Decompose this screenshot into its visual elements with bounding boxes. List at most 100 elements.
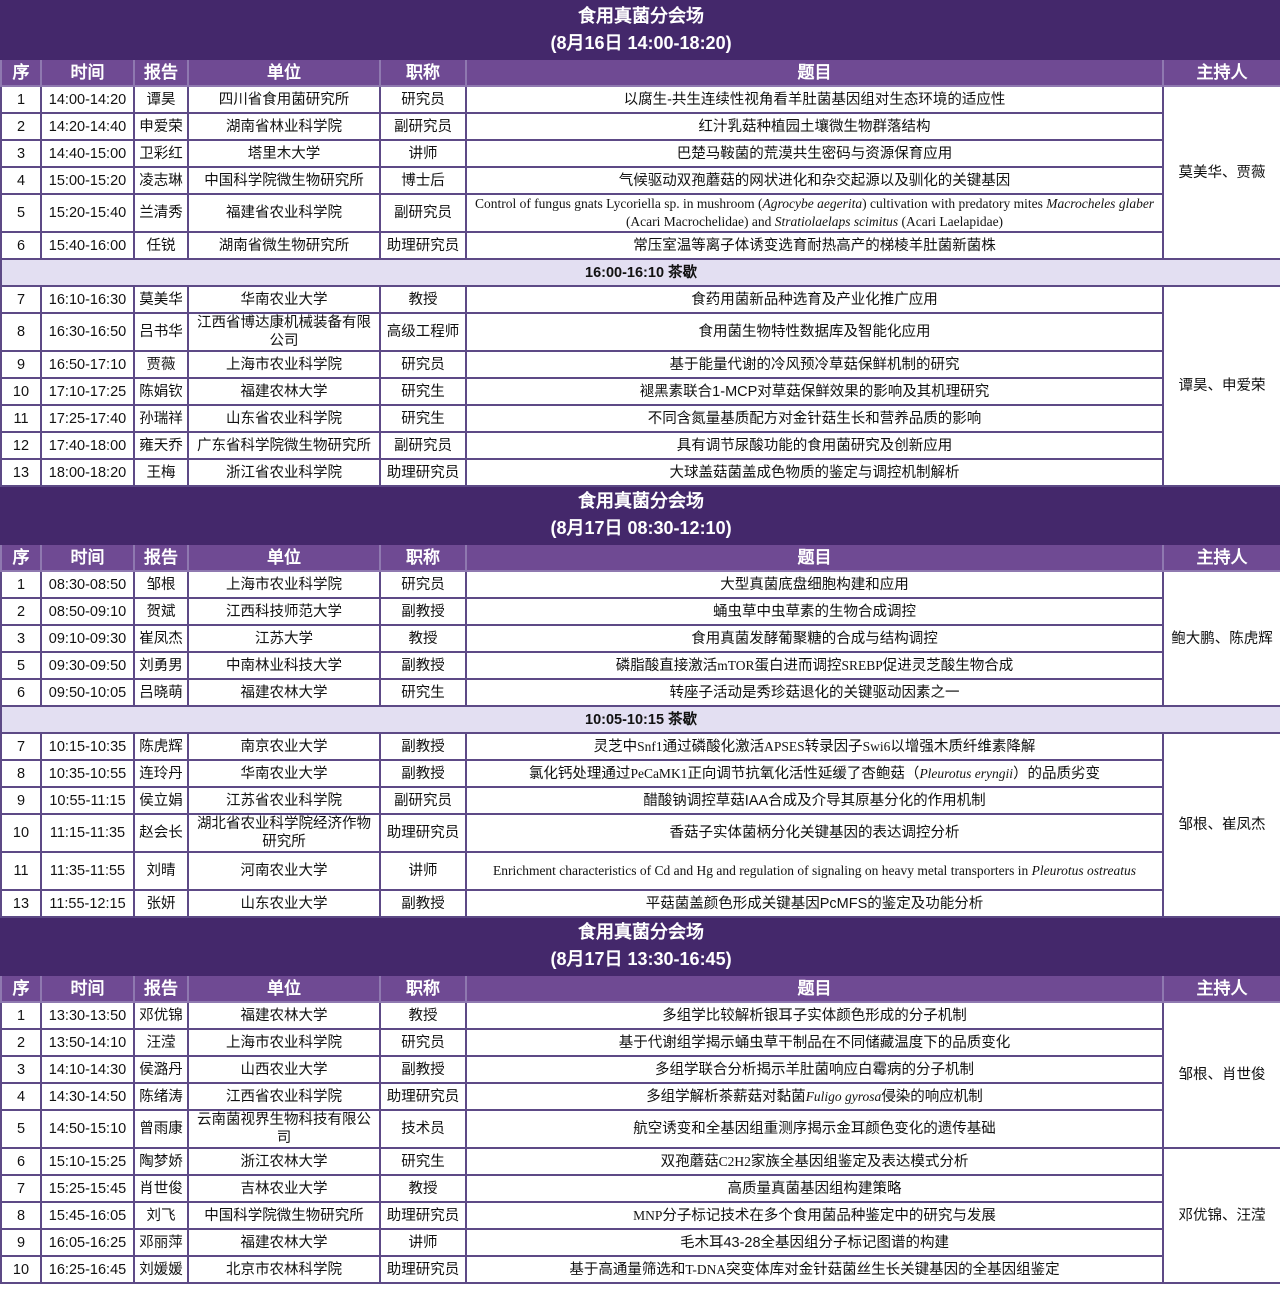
- topic-segment: 基于高通量筛选和: [569, 1261, 686, 1278]
- cell-rank: 助理研究员: [379, 813, 467, 853]
- topic-segment: 食用菌生物特性数据库及智能化应用: [698, 324, 931, 340]
- table-row: 11 11:35-11:55 刘晴 河南农业大学 讲师 Enrichment charac…: [0, 851, 1280, 891]
- topic-segment: 多组学比较解析银耳子实体颜色形成的分子机制: [662, 1007, 967, 1024]
- cell-unit: 南京农业大学: [187, 732, 381, 761]
- cell-topic: 巴楚马鞍菌的荒漠共生密码与资源保育应用: [465, 139, 1164, 168]
- cell-rank: 助理研究员: [379, 458, 467, 487]
- cell-time: 14:30-14:50: [40, 1082, 135, 1111]
- topic-segment: SREBP: [841, 657, 883, 673]
- cell-speaker: 刘晴: [133, 851, 189, 891]
- cell-unit: 上海市农业科学院: [187, 570, 381, 599]
- cell-topic: 平菇菌盖颜色形成关键基因PcMFS的鉴定及功能分析: [465, 889, 1164, 918]
- topic-segment: 蛋白进而调控: [754, 657, 842, 674]
- cell-no: 2: [0, 597, 42, 626]
- cell-topic: 基于高通量筛选和T-DNA突变体库对金针菇菌丝生长关键基因的全基因组鉴定: [465, 1255, 1164, 1284]
- cell-rank: 讲师: [379, 851, 467, 891]
- cell-speaker: 任锐: [133, 231, 189, 260]
- cell-no: 13: [0, 458, 42, 487]
- cell-time: 11:55-12:15: [40, 889, 135, 918]
- cell-no: 10: [0, 1255, 42, 1284]
- table-row: 2 14:20-14:40 申爱荣 湖南省林业科学院 副研究员 红汁乳菇种植园土壤微生物群…: [0, 112, 1280, 141]
- cell-unit: 上海市农业科学院: [187, 350, 381, 379]
- cell-speaker: 兰清秀: [133, 193, 189, 233]
- table-row: 6 15:40-16:00 任锐 湖南省微生物研究所 助理研究员 常压室温等离子体诱变选育…: [0, 231, 1280, 260]
- table-row: 5 14:50-15:10 曾雨康 云南菌视界生物科技有限公司 技术员 航空诱变和全基因组…: [0, 1109, 1280, 1149]
- cell-topic: 食用真菌发酵葡聚糖的合成与结构调控: [465, 624, 1164, 653]
- session-title-row: 食用真菌分会场 (8月17日 08:30-12:10): [0, 485, 1280, 545]
- cell-unit: 广东省科学院微生物研究所: [187, 431, 381, 460]
- topic-segment: 以增强木质纤维素降解: [890, 738, 1036, 755]
- cell-time: 13:50-14:10: [40, 1028, 135, 1057]
- cell-time: 15:20-15:40: [40, 193, 135, 233]
- topic-segment: 多组学解析茶薪菇对黏菌: [646, 1088, 806, 1105]
- session-time: (8月17日 13:30-16:45): [550, 949, 732, 969]
- topic-segment: Stratiolaelaps scimitus: [774, 214, 899, 229]
- topic-segment: (Acari Laelapidae): [898, 214, 1004, 229]
- cell-topic: 双孢蘑菇C2H2家族全基因组鉴定及表达模式分析: [465, 1147, 1164, 1176]
- cell-time: 16:30-16:50: [40, 312, 135, 352]
- cell-topic: Enrichment characteristics of Cd and Hg …: [465, 851, 1164, 891]
- cell-time: 14:10-14:30: [40, 1055, 135, 1084]
- cell-speaker: 邓优锦: [133, 1001, 189, 1030]
- cell-topic: 高质量真菌基因组构建策略: [465, 1174, 1164, 1203]
- table-row: 9 10:55-11:15 侯立娟 江苏省农业科学院 副研究员 醋酸钠调控草菇IAA合成及…: [0, 786, 1280, 815]
- table-row: 5 15:20-15:40 兰清秀 福建省农业科学院 副研究员 Control of fu…: [0, 193, 1280, 233]
- cell-unit: 云南菌视界生物科技有限公司: [187, 1109, 381, 1149]
- cell-time: 15:40-16:00: [40, 231, 135, 260]
- cell-unit: 福建农林大学: [187, 1001, 381, 1030]
- column-header: 单位: [187, 974, 381, 1003]
- cell-unit: 华南农业大学: [187, 285, 381, 314]
- cell-no: 11: [0, 851, 42, 891]
- cell-topic: 磷脂酸直接激活mTOR蛋白进而调控SREBP促进灵芝酸生物合成: [465, 651, 1164, 680]
- cell-speaker: 凌志琳: [133, 166, 189, 195]
- cell-speaker: 张妍: [133, 889, 189, 918]
- column-header: 题目: [465, 974, 1164, 1003]
- topic-segment: ）的品质劣变: [1013, 765, 1101, 782]
- cell-no: 7: [0, 1174, 42, 1203]
- topic-segment: 家族全基因组鉴定及表达模式分析: [750, 1153, 969, 1170]
- table-row: 10 11:15-11:35 赵会长 湖北省农业科学院经济作物研究所 助理研究员 香菇子实…: [0, 813, 1280, 853]
- cell-unit: 山东农业大学: [187, 889, 381, 918]
- cell-rank: 副教授: [379, 889, 467, 918]
- cell-time: 08:30-08:50: [40, 570, 135, 599]
- table-row: 10 17:10-17:25 陈娟钦 福建农林大学 研究生 褪黑素联合1-MCP对草菇保鲜…: [0, 377, 1280, 406]
- cell-speaker: 曾雨康: [133, 1109, 189, 1149]
- topic-segment: 大型真菌底盘细胞构建和应用: [720, 576, 909, 593]
- cell-topic: 褪黑素联合1-MCP对草菇保鲜效果的影响及其机理研究: [465, 377, 1164, 406]
- topic-segment: 平菇菌盖颜色形成关键基因PcMFS的鉴定及功能分析: [645, 895, 984, 912]
- cell-no: 10: [0, 377, 42, 406]
- cell-speaker: 贺斌: [133, 597, 189, 626]
- cell-speaker: 谭昊: [133, 85, 189, 114]
- cell-topic: 红汁乳菇种植园土壤微生物群落结构: [465, 112, 1164, 141]
- cell-host: 鲍大鹏、陈虎辉: [1161, 570, 1280, 707]
- cell-speaker: 陈娟钦: [133, 377, 189, 406]
- cell-topic: 不同含氮量基质配方对金针菇生长和营养品质的影响: [465, 404, 1164, 433]
- cell-speaker: 吕书华: [133, 312, 189, 352]
- topic-segment: 毛木耳43-28全基因组分子标记图谱的构建: [679, 1234, 950, 1251]
- cell-unit: 河南农业大学: [187, 851, 381, 891]
- topic-segment: C2H2: [718, 1153, 751, 1169]
- cell-speaker: 陶梦娇: [133, 1147, 189, 1176]
- cell-time: 09:30-09:50: [40, 651, 135, 680]
- cell-no: 3: [0, 624, 42, 653]
- session-title-row: 食用真菌分会场 (8月16日 14:00-18:20): [0, 0, 1280, 60]
- cell-unit: 塔里木大学: [187, 139, 381, 168]
- cell-speaker: 雍天乔: [133, 431, 189, 460]
- cell-topic: 多组学比较解析银耳子实体颜色形成的分子机制: [465, 1001, 1164, 1030]
- cell-topic: 气候驱动双孢蘑菇的网状进化和杂交起源以及驯化的关键基因: [465, 166, 1164, 195]
- cell-rank: 副研究员: [379, 431, 467, 460]
- session-name: 食用真菌分会场: [578, 491, 705, 511]
- cell-rank: 助理研究员: [379, 231, 467, 260]
- cell-speaker: 邓丽萍: [133, 1228, 189, 1257]
- column-header: 时间: [40, 974, 135, 1003]
- cell-rank: 研究生: [379, 1147, 467, 1176]
- topic-segment: 突变体库对金针菇菌丝生长关键基因的全基因组鉴定: [726, 1261, 1060, 1278]
- cell-unit: 山西农业大学: [187, 1055, 381, 1084]
- cell-unit: 江西省农业科学院: [187, 1082, 381, 1111]
- topic-segment: 巴楚马鞍菌的荒漠共生密码与资源保育应用: [676, 145, 953, 162]
- table-row: 7 15:25-15:45 肖世俊 吉林农业大学 教授 高质量真菌基因组构建策略: [0, 1174, 1280, 1203]
- cell-time: 11:35-11:55: [40, 851, 135, 891]
- cell-no: 12: [0, 431, 42, 460]
- cell-time: 13:30-13:50: [40, 1001, 135, 1030]
- cell-time: 15:10-15:25: [40, 1147, 135, 1176]
